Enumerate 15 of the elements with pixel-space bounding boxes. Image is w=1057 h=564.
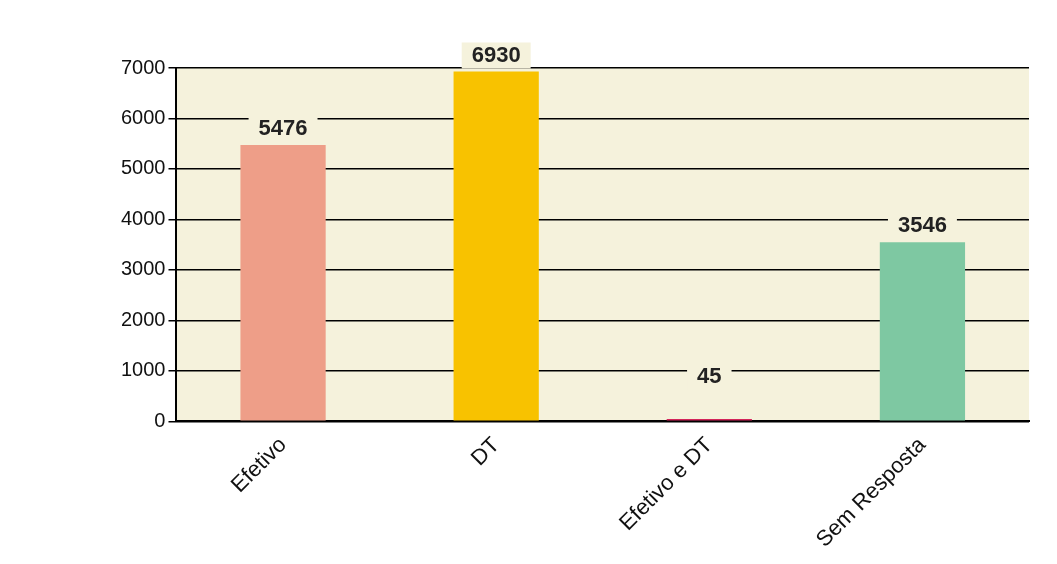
data-label: 5476 bbox=[258, 114, 308, 140]
y-tick-label: 4000 bbox=[120, 206, 166, 229]
data-label: 45 bbox=[697, 363, 722, 389]
y-tick-label: 1000 bbox=[120, 358, 166, 381]
x-tick-label: DT bbox=[465, 431, 504, 471]
y-tick-label: 3000 bbox=[120, 257, 166, 280]
y-tick-label: 5000 bbox=[120, 156, 166, 179]
y-tick-label: 2000 bbox=[120, 307, 166, 330]
data-label: 6930 bbox=[471, 41, 521, 67]
data-label: 3546 bbox=[897, 212, 947, 238]
y-tick-label: 6000 bbox=[120, 105, 166, 128]
bar bbox=[879, 242, 966, 421]
y-tick-label: 0 bbox=[154, 408, 166, 431]
y-tick-label: 7000 bbox=[120, 55, 166, 78]
bar bbox=[240, 144, 326, 421]
